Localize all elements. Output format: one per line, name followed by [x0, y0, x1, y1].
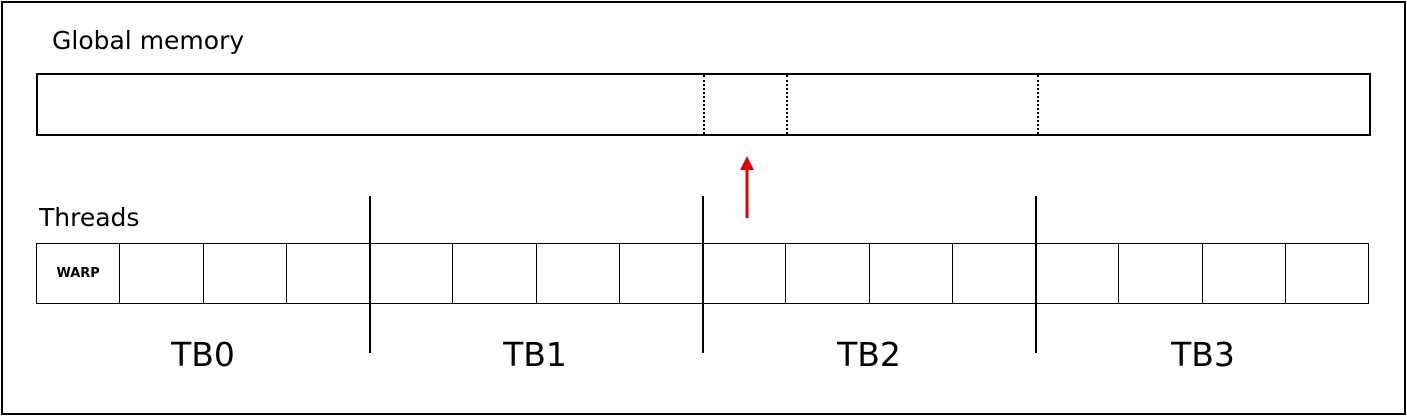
- thread-block-label: TB0: [171, 335, 235, 374]
- thread-block-label: TB2: [837, 335, 901, 374]
- warp-cell: [1203, 244, 1286, 303]
- global-memory-title: Global memory: [52, 26, 245, 55]
- thread-block-divider: [702, 196, 704, 353]
- warp-cell: WARP: [37, 244, 121, 303]
- memory-segment-boundary: [703, 75, 705, 134]
- memory-access-arrow-icon: [740, 156, 754, 218]
- warp-cell: [287, 244, 370, 303]
- global-memory-bar: [36, 73, 1371, 136]
- warp-cell: [786, 244, 870, 303]
- warp-cell: [204, 244, 287, 303]
- thread-block-divider: [369, 196, 371, 353]
- warp-cell: [1286, 244, 1368, 303]
- thread-block-label: TB1: [503, 335, 567, 374]
- warp-cell: [1119, 244, 1203, 303]
- thread-block-divider: [1035, 196, 1037, 353]
- warp-cell: [953, 244, 1036, 303]
- warp-cell: [453, 244, 537, 303]
- thread-block-label: TB3: [1171, 335, 1235, 374]
- warp-cell: [870, 244, 953, 303]
- memory-segment-boundary: [1037, 75, 1039, 134]
- warp-cell: [370, 244, 454, 303]
- warp-cell: [537, 244, 620, 303]
- warp-cell: [120, 244, 204, 303]
- threads-title: Threads: [39, 203, 140, 232]
- warp-cell: [620, 244, 703, 303]
- memory-segment-boundary: [786, 75, 788, 134]
- warp-cell: [703, 244, 787, 303]
- warp-cell: [1036, 244, 1120, 303]
